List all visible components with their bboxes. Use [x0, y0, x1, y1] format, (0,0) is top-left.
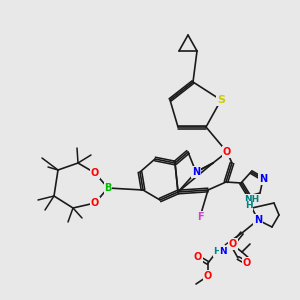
Text: H: H — [245, 202, 253, 211]
Text: S: S — [217, 95, 225, 105]
Text: O: O — [91, 168, 99, 178]
Text: O: O — [223, 147, 231, 157]
Text: N: N — [192, 167, 200, 177]
Text: F: F — [197, 212, 203, 222]
Text: N: N — [254, 215, 262, 225]
Text: H: H — [213, 248, 221, 256]
Text: NH: NH — [244, 194, 260, 203]
Text: O: O — [91, 198, 99, 208]
Text: O: O — [229, 239, 237, 249]
Text: N: N — [219, 247, 227, 256]
Text: O: O — [194, 252, 202, 262]
Text: O: O — [243, 258, 251, 268]
Text: O: O — [204, 271, 212, 281]
Text: N: N — [259, 174, 267, 184]
Text: B: B — [104, 183, 112, 193]
